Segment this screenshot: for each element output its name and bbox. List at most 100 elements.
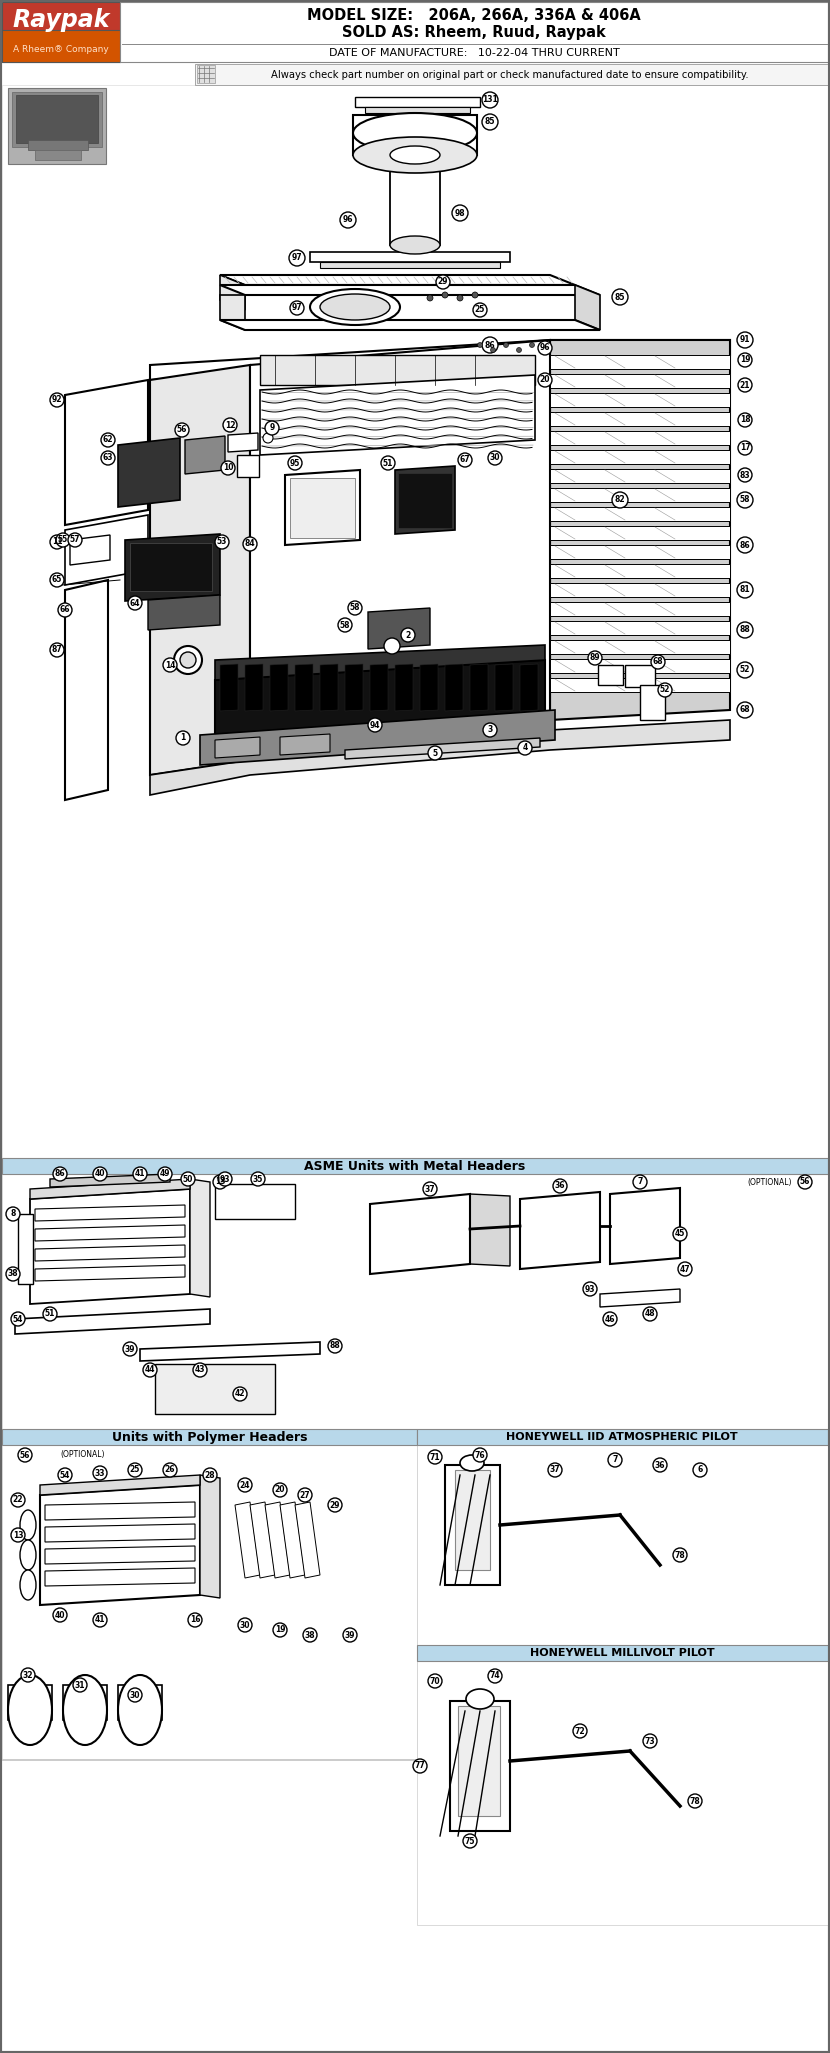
Circle shape bbox=[251, 1172, 265, 1187]
Circle shape bbox=[482, 337, 498, 353]
Text: 30: 30 bbox=[240, 1620, 251, 1630]
Circle shape bbox=[518, 741, 532, 756]
Polygon shape bbox=[30, 1178, 190, 1199]
Circle shape bbox=[101, 452, 115, 464]
Circle shape bbox=[458, 454, 472, 466]
Circle shape bbox=[488, 1669, 502, 1683]
Text: 95: 95 bbox=[290, 458, 300, 468]
Text: 7: 7 bbox=[613, 1456, 618, 1464]
Polygon shape bbox=[30, 1189, 190, 1304]
Polygon shape bbox=[310, 253, 510, 263]
Circle shape bbox=[11, 1493, 25, 1507]
Polygon shape bbox=[470, 663, 488, 710]
Text: 53: 53 bbox=[217, 538, 227, 546]
Text: 88: 88 bbox=[740, 626, 750, 634]
Circle shape bbox=[428, 1673, 442, 1688]
Text: 25: 25 bbox=[475, 306, 486, 314]
Text: 31: 31 bbox=[75, 1681, 85, 1690]
Polygon shape bbox=[35, 1226, 185, 1240]
Text: SOLD AS: Rheem, Ruud, Raypak: SOLD AS: Rheem, Ruud, Raypak bbox=[342, 25, 606, 41]
Circle shape bbox=[413, 1759, 427, 1774]
Circle shape bbox=[530, 343, 535, 347]
Circle shape bbox=[643, 1308, 657, 1320]
Bar bbox=[118, 1686, 162, 1720]
Polygon shape bbox=[550, 450, 730, 464]
Bar bbox=[455, 1470, 490, 1571]
Bar bbox=[2, 31, 120, 62]
Text: 2: 2 bbox=[405, 630, 411, 638]
Polygon shape bbox=[200, 710, 555, 766]
Circle shape bbox=[298, 1488, 312, 1503]
Bar bbox=[237, 456, 259, 476]
Text: 78: 78 bbox=[675, 1550, 686, 1560]
Circle shape bbox=[608, 1454, 622, 1468]
Polygon shape bbox=[125, 534, 220, 602]
Circle shape bbox=[175, 423, 189, 437]
Circle shape bbox=[50, 573, 64, 587]
Text: 56: 56 bbox=[800, 1178, 810, 1187]
Text: 27: 27 bbox=[300, 1490, 310, 1499]
Ellipse shape bbox=[310, 289, 400, 324]
Circle shape bbox=[583, 1281, 597, 1295]
Polygon shape bbox=[140, 1343, 320, 1361]
Circle shape bbox=[273, 1624, 287, 1636]
Text: 5: 5 bbox=[432, 749, 437, 758]
Text: 29: 29 bbox=[330, 1501, 340, 1509]
Bar bbox=[12, 92, 102, 148]
Polygon shape bbox=[220, 285, 600, 296]
Polygon shape bbox=[445, 663, 463, 710]
Polygon shape bbox=[550, 526, 730, 540]
Text: 45: 45 bbox=[675, 1230, 686, 1238]
Text: 84: 84 bbox=[245, 540, 256, 548]
Circle shape bbox=[423, 1183, 437, 1197]
Text: Always check part number on original part or check manufactured date to ensure c: Always check part number on original par… bbox=[271, 70, 749, 80]
Text: 8: 8 bbox=[10, 1209, 16, 1219]
Text: 85: 85 bbox=[485, 117, 496, 127]
Circle shape bbox=[477, 343, 482, 347]
Bar bbox=[18, 1213, 33, 1283]
Circle shape bbox=[384, 638, 400, 655]
Polygon shape bbox=[45, 1546, 195, 1564]
Circle shape bbox=[643, 1735, 657, 1747]
Bar bbox=[197, 66, 215, 82]
Text: 35: 35 bbox=[253, 1174, 263, 1183]
Polygon shape bbox=[215, 645, 545, 680]
Circle shape bbox=[176, 731, 190, 745]
Circle shape bbox=[123, 1343, 137, 1355]
Circle shape bbox=[73, 1677, 87, 1692]
Text: 26: 26 bbox=[164, 1466, 175, 1474]
Circle shape bbox=[603, 1312, 617, 1326]
Text: 54: 54 bbox=[60, 1470, 71, 1480]
Text: 131: 131 bbox=[482, 96, 498, 105]
Text: 3: 3 bbox=[487, 725, 493, 735]
Text: 6: 6 bbox=[697, 1466, 703, 1474]
Polygon shape bbox=[550, 489, 730, 503]
Polygon shape bbox=[370, 663, 388, 710]
Ellipse shape bbox=[320, 294, 390, 320]
Text: HONEYWELL MILLIVOLT PILOT: HONEYWELL MILLIVOLT PILOT bbox=[530, 1649, 715, 1659]
Text: 41: 41 bbox=[95, 1616, 105, 1624]
Text: 42: 42 bbox=[235, 1390, 245, 1398]
Text: DATE OF MANUFACTURE:   10-22-04 THRU CURRENT: DATE OF MANUFACTURE: 10-22-04 THRU CURRE… bbox=[329, 47, 619, 57]
Text: 67: 67 bbox=[460, 456, 471, 464]
Text: Units with Polymer Headers: Units with Polymer Headers bbox=[112, 1431, 308, 1443]
Text: 40: 40 bbox=[95, 1170, 105, 1178]
Circle shape bbox=[381, 456, 395, 470]
Circle shape bbox=[58, 1468, 72, 1482]
Bar bbox=[35, 150, 81, 160]
Ellipse shape bbox=[466, 1690, 494, 1708]
Circle shape bbox=[482, 115, 498, 129]
Bar bbox=[458, 1706, 500, 1817]
Circle shape bbox=[343, 1628, 357, 1642]
Polygon shape bbox=[118, 437, 180, 507]
Text: 17: 17 bbox=[740, 443, 750, 452]
Polygon shape bbox=[320, 263, 500, 269]
Circle shape bbox=[452, 205, 468, 222]
Polygon shape bbox=[40, 1484, 200, 1605]
Bar bbox=[8, 1686, 52, 1720]
Polygon shape bbox=[65, 380, 148, 526]
Circle shape bbox=[221, 462, 235, 474]
Circle shape bbox=[516, 347, 521, 353]
Polygon shape bbox=[190, 1178, 210, 1297]
Text: 32: 32 bbox=[22, 1671, 33, 1679]
